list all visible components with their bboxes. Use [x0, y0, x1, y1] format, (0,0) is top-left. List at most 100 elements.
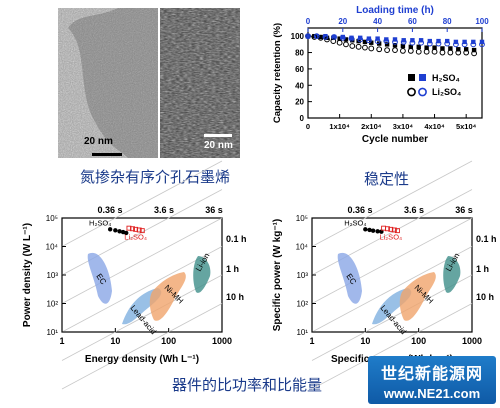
- data-point: [349, 35, 354, 41]
- y-tick-label: 100: [291, 32, 305, 41]
- data-point: [392, 39, 398, 45]
- data-point: [407, 48, 414, 54]
- data-point: [439, 49, 446, 56]
- tem-caption: 氮掺杂有序介孔石墨烯: [80, 168, 231, 186]
- x2-tick-label: 0: [306, 17, 311, 26]
- x-tick-label: 1: [59, 336, 64, 346]
- data-point: [426, 40, 433, 47]
- data-point: [416, 44, 421, 50]
- data-point: [357, 36, 364, 43]
- tem-scale-bar-right: 20 nm: [204, 140, 233, 151]
- data-point: [375, 229, 380, 234]
- data-point: [350, 38, 355, 43]
- tem-image-right-texture: [160, 8, 240, 158]
- region-ec: [87, 252, 112, 304]
- x2-tick-label: 40: [373, 17, 382, 26]
- data-point: [383, 38, 390, 44]
- data-point: [444, 40, 451, 47]
- x2-tick-label: 20: [338, 17, 347, 26]
- data-point: [455, 49, 462, 56]
- data-point: [117, 229, 122, 234]
- data-point: [340, 34, 345, 40]
- data-point: [471, 47, 477, 53]
- data-point: [305, 33, 311, 40]
- data-point: [370, 228, 376, 233]
- legend-marker: [418, 87, 427, 97]
- data-point: [366, 37, 372, 44]
- data-point: [447, 49, 454, 56]
- x-tick-label: 100: [161, 336, 176, 346]
- time-label-top: 3.6 s: [154, 205, 174, 215]
- data-point: [358, 35, 363, 41]
- time-label-top: 0.36 s: [97, 205, 122, 215]
- data-point: [369, 40, 374, 45]
- ragone-caption: 器件的比功率和比能量: [172, 376, 323, 394]
- data-point: [379, 229, 384, 234]
- data-point: [432, 45, 437, 50]
- data-point: [435, 40, 442, 47]
- x-tick-label: 10: [110, 336, 120, 346]
- legend-label: Li₂SO₄: [432, 87, 461, 97]
- y-axis-label: Specific power (W kg⁻¹): [272, 219, 283, 332]
- time-guide-line: [61, 246, 223, 333]
- time-label-top: 0.36 s: [347, 205, 372, 215]
- time-guide-line: [61, 160, 223, 247]
- data-point: [331, 34, 337, 40]
- time-label-top: 36 s: [205, 205, 223, 215]
- series-label: H₂SO₄: [344, 218, 366, 227]
- tem-scale-bar-left: 20 nm: [84, 136, 113, 147]
- y-tick-label: 10³: [296, 271, 308, 280]
- site-watermark: 世纪新能源网 www.NE21.com: [368, 356, 496, 404]
- y-tick-label: 10²: [46, 300, 58, 309]
- y-tick-label: 10¹: [46, 328, 58, 337]
- data-point: [440, 46, 445, 51]
- data-point: [391, 227, 397, 233]
- tem-image-right: 20 nm: [160, 8, 240, 158]
- data-point: [363, 227, 368, 232]
- watermark-line2: www.NE21.com: [383, 386, 481, 401]
- data-point: [463, 49, 470, 56]
- y-axis-label: Capacity retention (%): [272, 23, 283, 123]
- stability-caption: 稳定性: [364, 170, 410, 188]
- data-point: [313, 33, 320, 40]
- data-point: [384, 42, 390, 47]
- data-point: [423, 48, 430, 55]
- data-point: [337, 36, 342, 41]
- time-label-right: 0.1 h: [476, 234, 497, 244]
- data-point: [461, 41, 468, 48]
- region-liion: [193, 256, 211, 293]
- data-point: [431, 48, 438, 55]
- stability-plot-frame: [307, 27, 483, 119]
- legend-marker: [419, 74, 426, 81]
- data-point: [415, 48, 422, 55]
- x-tick-label: 1x10⁴: [329, 122, 350, 131]
- data-point: [339, 34, 346, 41]
- time-label-right: 1 h: [226, 264, 239, 274]
- data-point: [322, 34, 329, 40]
- data-point: [343, 37, 349, 42]
- region-nimh: [399, 272, 436, 321]
- data-point: [376, 41, 382, 46]
- tem-image-left-texture: [58, 8, 158, 158]
- data-point: [424, 45, 429, 50]
- y-tick-label: 60: [295, 65, 304, 74]
- x-tick-label: 3x10⁴: [393, 122, 414, 131]
- y-tick-label: 20: [295, 98, 304, 107]
- time-label-top: 3.6 s: [404, 205, 424, 215]
- x-tick-label: 1000: [212, 336, 232, 346]
- time-label-right: 0.1 h: [226, 234, 247, 244]
- data-point: [374, 38, 381, 44]
- x-tick-label: 100: [411, 336, 426, 346]
- data-point: [479, 41, 485, 48]
- time-guide-line: [61, 303, 223, 390]
- x-axis-label: Cycle number: [362, 134, 428, 145]
- data-point: [330, 38, 337, 44]
- time-guide-line: [311, 303, 473, 390]
- data-point: [323, 33, 328, 39]
- y-axis-label: Power density (W L⁻¹): [22, 223, 33, 327]
- data-point: [418, 39, 425, 46]
- x-tick-label: 4x10⁴: [424, 122, 445, 131]
